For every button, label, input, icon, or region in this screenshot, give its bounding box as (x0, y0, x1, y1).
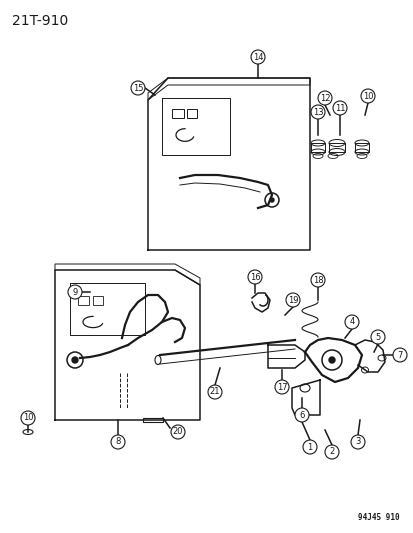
Text: 14: 14 (252, 52, 263, 61)
Circle shape (285, 293, 299, 307)
Circle shape (250, 50, 264, 64)
Text: 8: 8 (115, 438, 121, 447)
Text: 3: 3 (354, 438, 360, 447)
Circle shape (247, 270, 261, 284)
Text: 1: 1 (306, 442, 312, 451)
Circle shape (392, 348, 406, 362)
Bar (142, 418, 163, 422)
Text: 5: 5 (375, 333, 380, 342)
Circle shape (324, 445, 338, 459)
Circle shape (302, 440, 316, 454)
Circle shape (344, 315, 358, 329)
Circle shape (310, 105, 324, 119)
Text: 15: 15 (133, 84, 143, 93)
Text: 21: 21 (209, 387, 220, 397)
Bar (328, 143, 344, 152)
Circle shape (68, 285, 82, 299)
Text: 20: 20 (172, 427, 183, 437)
Text: 13: 13 (312, 108, 323, 117)
Circle shape (370, 330, 384, 344)
Text: 10: 10 (362, 92, 373, 101)
Bar (171, 109, 183, 118)
Circle shape (310, 273, 324, 287)
Circle shape (317, 91, 331, 105)
Bar (93, 296, 103, 305)
Text: 10: 10 (23, 414, 33, 423)
Circle shape (21, 411, 35, 425)
Circle shape (131, 81, 145, 95)
Circle shape (269, 198, 273, 202)
Text: 4: 4 (349, 318, 354, 327)
Circle shape (207, 385, 221, 399)
Text: 17: 17 (276, 383, 287, 392)
Circle shape (328, 357, 334, 363)
Text: 11: 11 (334, 103, 344, 112)
Circle shape (171, 425, 185, 439)
Bar (354, 143, 368, 152)
Text: 12: 12 (319, 93, 330, 102)
Circle shape (111, 435, 125, 449)
Circle shape (274, 380, 288, 394)
Text: 7: 7 (396, 351, 402, 359)
Circle shape (332, 101, 346, 115)
Text: 18: 18 (312, 276, 323, 285)
Text: 21T-910: 21T-910 (12, 14, 68, 28)
Circle shape (350, 435, 364, 449)
Circle shape (72, 357, 78, 363)
Circle shape (360, 89, 374, 103)
Text: 16: 16 (249, 272, 260, 281)
Text: 2: 2 (329, 448, 334, 456)
Bar (310, 143, 324, 152)
Bar (78, 296, 89, 305)
Text: 94J45 910: 94J45 910 (358, 513, 399, 522)
Bar (187, 109, 197, 118)
Circle shape (294, 408, 308, 422)
Text: 9: 9 (72, 287, 78, 296)
Text: 6: 6 (299, 410, 304, 419)
Text: 19: 19 (287, 295, 297, 304)
